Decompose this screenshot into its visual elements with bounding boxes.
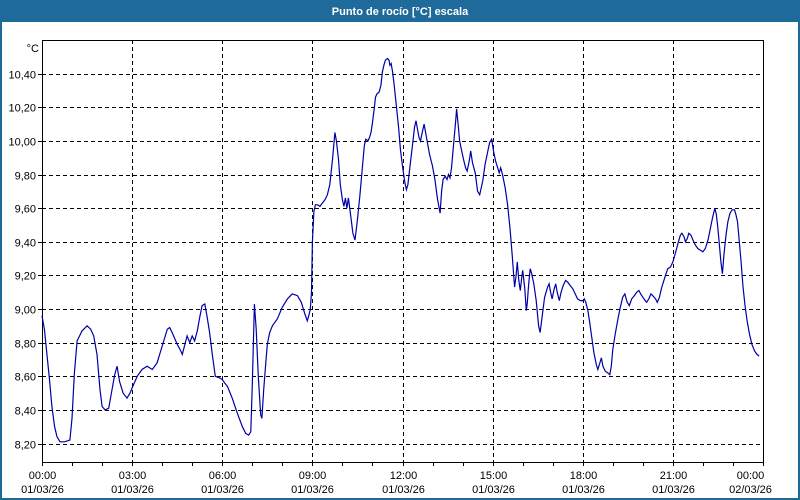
y-tick-label: 9,60 (15, 204, 36, 216)
x-tick-time-label: 15:00 (480, 470, 508, 482)
x-tick-time-label: 00:00 (737, 470, 765, 482)
axis-ticks (38, 74, 764, 466)
dew-point-series-line (41, 57, 760, 443)
x-tick-time-label: 12:00 (390, 470, 418, 482)
y-tick-label: 10,00 (8, 137, 36, 149)
x-tick-time-label: 21:00 (660, 470, 688, 482)
y-tick-label: 8,80 (15, 339, 36, 351)
y-tick-label: 8,40 (15, 406, 36, 418)
x-tick-date-label: 01/03/26 (562, 484, 605, 496)
x-tick-date-label: 02/03/26 (729, 484, 772, 496)
x-tick-date-label: 01/03/26 (201, 484, 244, 496)
chart-canvas: °C 10,40 10,20 10,00 9,80 9,60 9,40 9,20 9,00 8,8… (8, 40, 772, 496)
chart-title: Punto de rocío [°C] escala (331, 6, 469, 18)
x-tick-time-label: 09:00 (299, 470, 327, 482)
y-tick-label: 9,20 (15, 271, 36, 283)
y-axis-labels: °C 10,40 10,20 10,00 9,80 9,60 9,40 9,20 9,00 8,8… (8, 43, 39, 452)
x-tick-time-label: 00:00 (29, 470, 57, 482)
y-tick-label: 9,40 (15, 238, 36, 250)
title-bar[interactable]: Punto de rocío [°C] escala (2, 2, 798, 22)
x-tick-date-label: 01/03/26 (111, 484, 154, 496)
x-tick-date-label: 01/03/26 (291, 484, 334, 496)
y-axis-unit-label: °C (27, 43, 39, 55)
x-tick-time-label: 03:00 (119, 470, 147, 482)
y-tick-label: 9,80 (15, 171, 36, 183)
x-tick-date-label: 01/03/26 (382, 484, 425, 496)
x-tick-date-label: 01/03/26 (652, 484, 695, 496)
grid-lines (42, 40, 763, 462)
chart-area: °C 10,40 10,20 10,00 9,80 9,60 9,40 9,20 9,00 8,8… (4, 24, 798, 498)
x-tick-date-label: 01/03/26 (21, 484, 64, 496)
x-tick-time-label: 06:00 (209, 470, 237, 482)
y-tick-label: 10,40 (8, 70, 36, 82)
y-tick-label: 8,20 (15, 440, 36, 452)
x-tick-time-label: 18:00 (570, 470, 598, 482)
x-tick-date-label: 01/03/26 (472, 484, 515, 496)
y-tick-label: 9,00 (15, 305, 36, 317)
x-axis-labels: 00:00 01/03/26 03:00 01/03/26 06:00 01/03/26 0… (21, 470, 772, 496)
y-tick-label: 8,60 (15, 372, 36, 384)
y-tick-label: 10,20 (8, 103, 36, 115)
plot-border (42, 40, 764, 463)
